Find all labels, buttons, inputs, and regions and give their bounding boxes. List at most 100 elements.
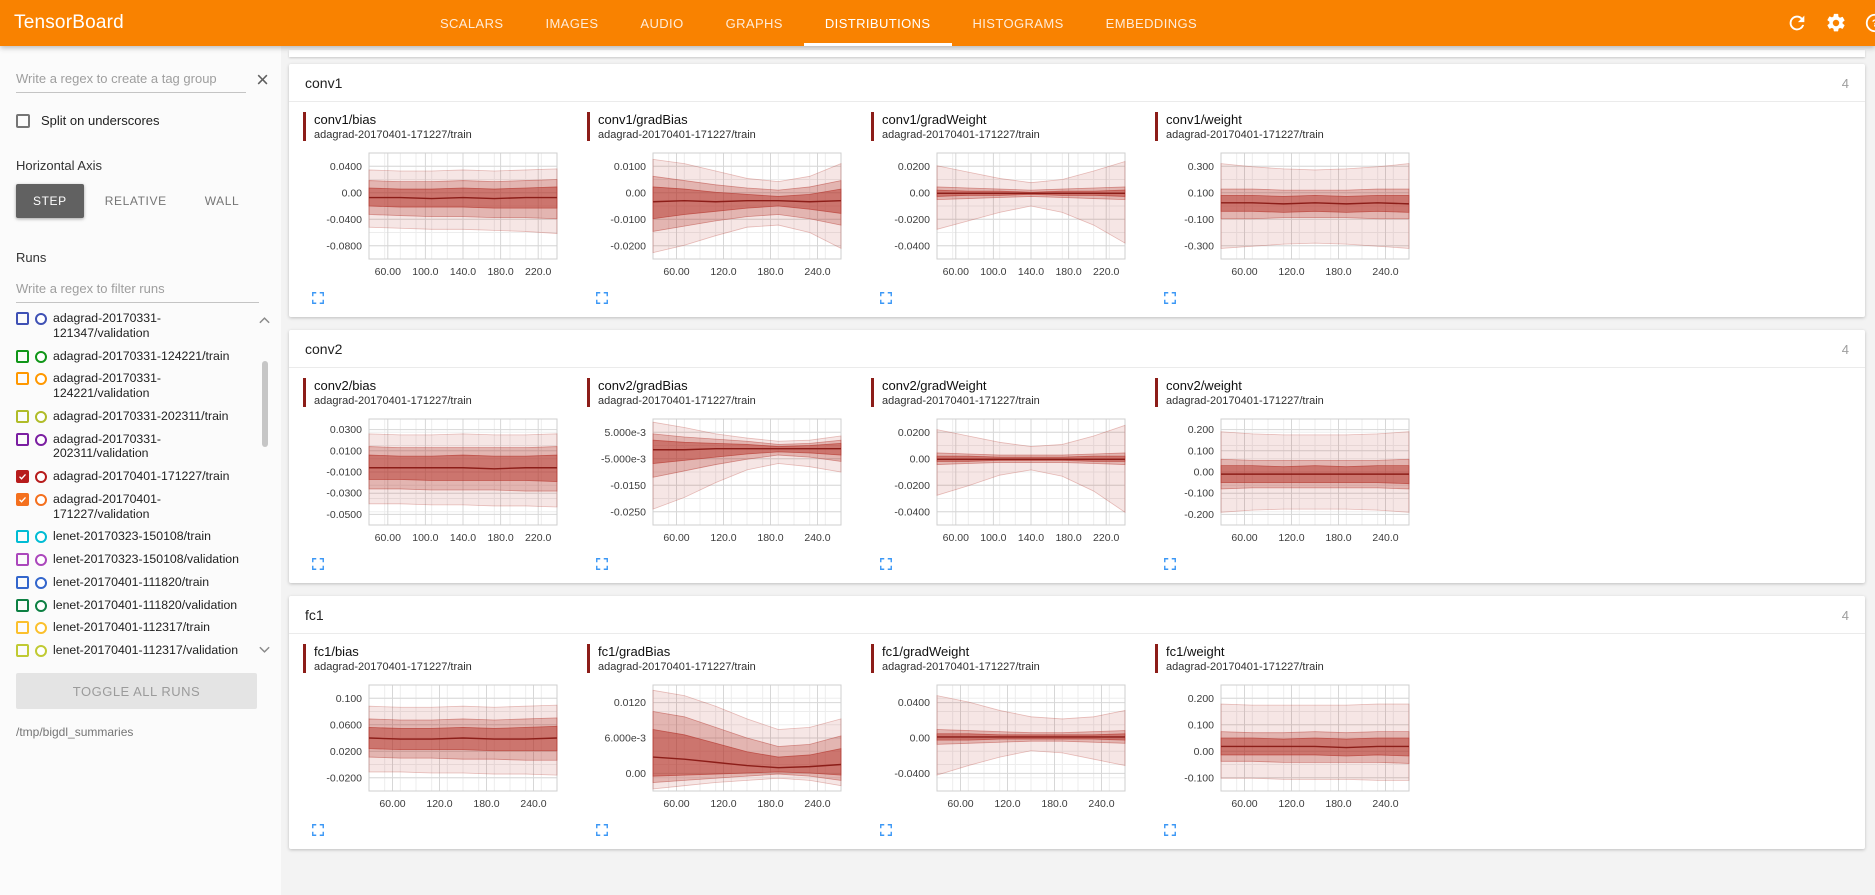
distribution-plot[interactable]: 0.200 0.100 0.00 -0.100 -0.200 60.00 120.0 180.… <box>1155 414 1417 552</box>
run-radio[interactable] <box>35 350 47 363</box>
run-item[interactable]: adagrad-20170331-202311/train <box>16 405 256 428</box>
run-item[interactable]: lenet-20170401-111820/train <box>16 571 256 594</box>
svg-text:140.0: 140.0 <box>1018 266 1044 278</box>
expand-chart-icon[interactable] <box>879 557 895 573</box>
run-checkbox[interactable] <box>16 349 29 363</box>
expand-chart-icon[interactable] <box>311 823 327 839</box>
run-radio[interactable] <box>35 554 47 566</box>
run-checkbox[interactable] <box>16 598 29 612</box>
tab-scalars[interactable]: SCALARS <box>439 15 504 31</box>
run-item[interactable]: adagrad-20170331-202311/validation <box>16 428 256 466</box>
help-icon[interactable]: ? <box>1864 12 1875 34</box>
tab-distributions[interactable]: DISTRIBUTIONS <box>804 0 952 46</box>
group-header[interactable]: fc1 4 <box>289 596 1865 634</box>
split-underscores-checkbox[interactable]: Split on underscores <box>16 113 271 128</box>
run-checkbox[interactable] <box>16 621 29 635</box>
distribution-plot[interactable]: 0.0200 0.00 -0.0200 -0.0400 60.00 100.0 140.0 1… <box>871 414 1133 552</box>
settings-icon[interactable] <box>1825 12 1847 34</box>
scroll-up-icon[interactable] <box>258 315 271 325</box>
expand-chart-icon[interactable] <box>879 291 895 307</box>
chart-title-block: conv2/gradWeight adagrad-20170401-171227/… <box>871 378 1155 407</box>
chart-title: conv2/bias <box>314 378 377 393</box>
run-item[interactable]: adagrad-20170331-121347/validation <box>16 307 256 345</box>
run-checkbox[interactable] <box>16 644 29 657</box>
run-checkbox[interactable] <box>16 409 29 423</box>
expand-chart-icon[interactable] <box>595 291 611 307</box>
run-item[interactable]: lenet-20170401-111820/validation <box>16 594 256 617</box>
axis-mode-step[interactable]: STEP <box>16 184 84 218</box>
scroll-down-icon[interactable] <box>258 645 271 655</box>
distribution-plot[interactable]: 0.0400 0.00 -0.0400 -0.0800 60.00 100.0 140.0 1… <box>303 148 565 286</box>
expand-chart-icon[interactable] <box>879 823 895 839</box>
distribution-chart: conv2/weight adagrad-20170401-171227/trai… <box>1155 378 1439 575</box>
tag-regex-input[interactable] <box>16 66 247 93</box>
run-item[interactable]: lenet-20170323-150108/train <box>16 525 256 548</box>
distribution-chart: fc1/bias adagrad-20170401-171227/train 0.1… <box>303 644 587 841</box>
run-checkbox[interactable] <box>16 553 29 566</box>
run-checkbox[interactable] <box>16 372 29 386</box>
svg-text:0.0200: 0.0200 <box>898 427 930 439</box>
run-checkbox[interactable] <box>16 470 29 483</box>
run-item[interactable]: lenet-20170401-112317/validation <box>16 639 256 661</box>
clear-tag-regex-icon[interactable]: × <box>256 66 269 92</box>
refresh-icon[interactable] <box>1786 12 1808 34</box>
tab-embeddings[interactable]: EMBEDDINGS <box>1105 15 1198 31</box>
run-radio[interactable] <box>35 531 47 544</box>
tab-audio[interactable]: AUDIO <box>640 15 684 31</box>
run-radio[interactable] <box>35 576 47 589</box>
distribution-plot[interactable]: 0.200 0.100 0.00 -0.100 60.00 120.0 180.0 240.0 <box>1155 680 1417 818</box>
chart-run-name: adagrad-20170401-171227/train <box>598 661 756 673</box>
run-checkbox[interactable] <box>16 312 29 325</box>
run-checkbox[interactable] <box>16 492 29 506</box>
distribution-plot[interactable]: 5.000e-3 -5.000e-3 -0.0150 -0.0250 60.00 120.… <box>587 414 849 552</box>
toggle-all-runs-button[interactable]: TOGGLE ALL RUNS <box>16 673 257 709</box>
chart-title-block: fc1/bias adagrad-20170401-171227/train <box>303 644 587 673</box>
run-radio[interactable] <box>35 622 47 635</box>
run-item[interactable]: lenet-20170401-112317/train <box>16 616 256 639</box>
svg-text:60.00: 60.00 <box>1231 798 1257 810</box>
run-radio[interactable] <box>35 410 47 423</box>
run-radio[interactable] <box>35 433 47 446</box>
tab-histograms[interactable]: HISTOGRAMS <box>972 15 1064 31</box>
run-item[interactable]: adagrad-20170401-171227/train <box>16 465 256 488</box>
expand-chart-icon[interactable] <box>311 291 327 307</box>
expand-chart-icon[interactable] <box>1163 557 1179 573</box>
run-item[interactable]: adagrad-20170401-171227/validation <box>16 488 256 526</box>
distribution-plot[interactable]: 0.300 0.100 -0.100 -0.300 60.00 120.0 180.0 240… <box>1155 148 1417 286</box>
run-checkbox[interactable] <box>16 432 29 446</box>
distribution-plot[interactable]: 0.0400 0.00 -0.0400 60.00 120.0 180.0 240.0 <box>871 680 1133 818</box>
run-radio[interactable] <box>35 313 47 325</box>
checkbox-icon[interactable] <box>16 113 30 128</box>
distribution-plot[interactable]: 0.100 0.0600 0.0200 -0.0200 60.00 120.0 180.0 2… <box>303 680 565 818</box>
chart-title-block: conv1/gradWeight adagrad-20170401-171227/… <box>871 112 1155 141</box>
tab-graphs[interactable]: GRAPHS <box>725 15 783 31</box>
axis-mode-relative[interactable]: RELATIVE <box>88 184 184 218</box>
expand-chart-icon[interactable] <box>1163 291 1179 307</box>
svg-text:-0.0400: -0.0400 <box>326 214 362 226</box>
axis-mode-wall[interactable]: WALL <box>188 184 257 218</box>
distribution-plot[interactable]: 0.0100 0.00 -0.0100 -0.0200 60.00 120.0 180.0 2… <box>587 148 849 286</box>
expand-chart-icon[interactable] <box>595 557 611 573</box>
expand-chart-icon[interactable] <box>595 823 611 839</box>
run-radio[interactable] <box>35 493 47 506</box>
runs-filter-input[interactable] <box>16 276 259 303</box>
expand-chart-icon[interactable] <box>311 557 327 573</box>
distribution-plot[interactable]: 0.0200 0.00 -0.0200 -0.0400 60.00 100.0 140.0 1… <box>871 148 1133 286</box>
runs-scrollbar-thumb[interactable] <box>262 361 268 447</box>
expand-chart-icon[interactable] <box>1163 823 1179 839</box>
run-radio[interactable] <box>35 599 47 612</box>
distribution-plot[interactable]: 0.0120 6.000e-3 0.00 60.00 120.0 180.0 240.0 <box>587 680 849 818</box>
run-radio[interactable] <box>35 373 47 386</box>
group-header[interactable]: conv2 4 <box>289 330 1865 368</box>
run-radio[interactable] <box>35 645 47 657</box>
tab-images[interactable]: IMAGES <box>545 15 599 31</box>
run-radio[interactable] <box>35 471 47 483</box>
group-header[interactable]: conv1 4 <box>289 64 1865 102</box>
chart-title: fc1/gradWeight <box>882 644 970 659</box>
run-item[interactable]: lenet-20170323-150108/validation <box>16 548 256 571</box>
run-item[interactable]: adagrad-20170331-124221/train <box>16 345 256 368</box>
run-item[interactable]: adagrad-20170331-124221/validation <box>16 367 256 405</box>
run-checkbox[interactable] <box>16 575 29 589</box>
run-checkbox[interactable] <box>16 530 29 544</box>
distribution-plot[interactable]: 0.0300 0.0100 -0.0100 -0.0300 -0.0500 60.00 10… <box>303 414 565 552</box>
